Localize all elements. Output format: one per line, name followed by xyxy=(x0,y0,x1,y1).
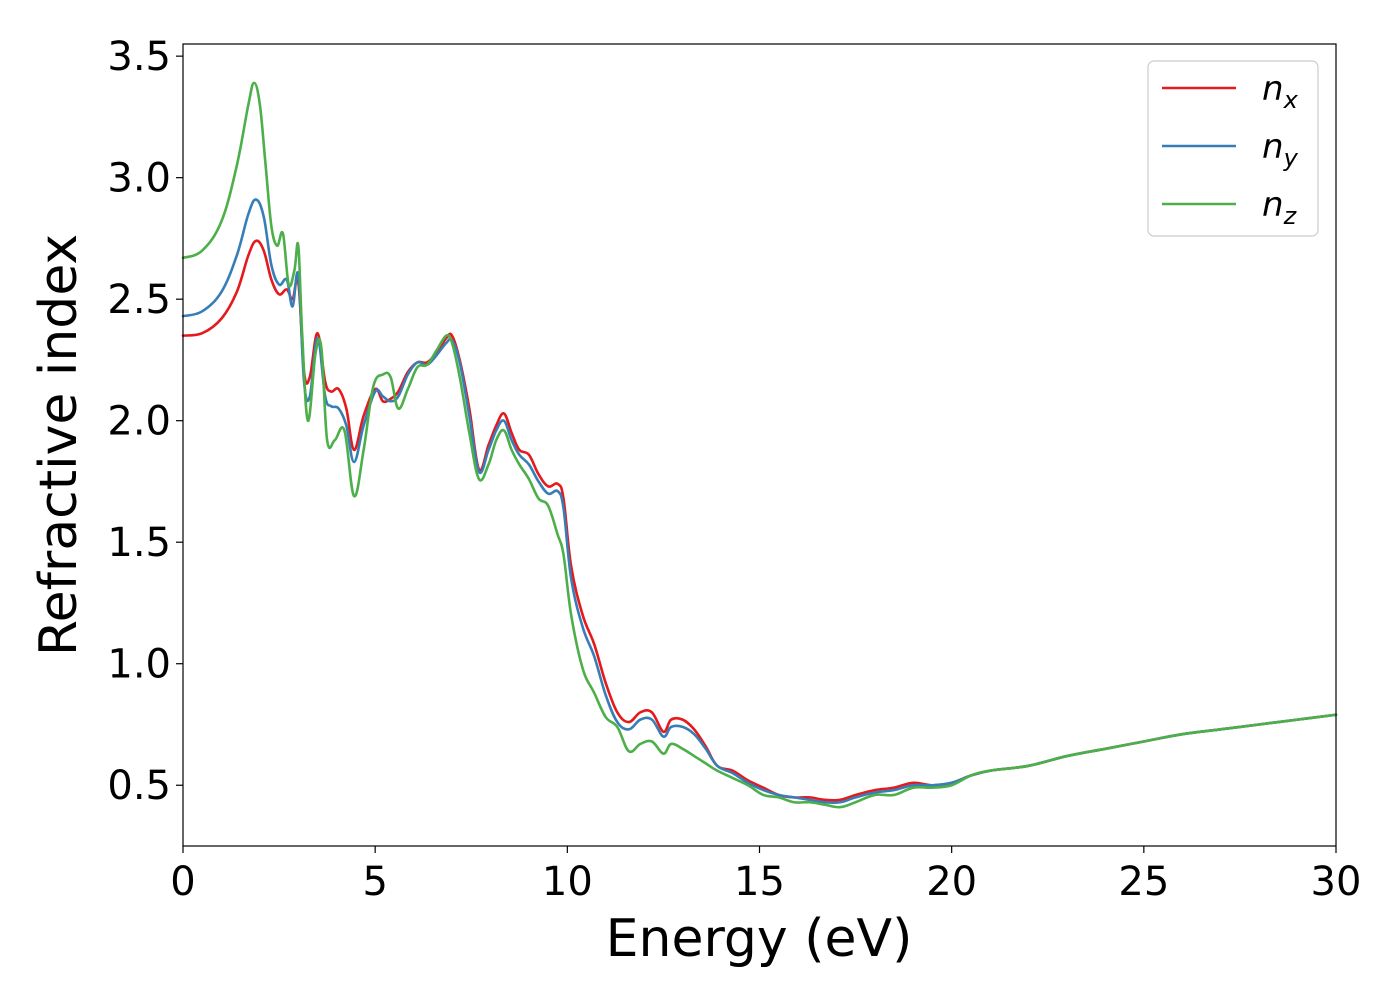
legend-box xyxy=(1147,60,1319,237)
legend-label-base: n xyxy=(1262,69,1284,109)
series-line-z xyxy=(181,81,1338,809)
x-tick-label: 10 xyxy=(542,859,593,905)
y-tick-label: 3.5 xyxy=(107,34,171,80)
legend-label-base: n xyxy=(1262,185,1284,225)
y-axis-label: Refractive index xyxy=(29,234,89,656)
x-axis-label: Energy (eV) xyxy=(606,909,913,969)
x-axis-ticks: 0 5 10 15 20 25 30 xyxy=(170,846,1361,905)
y-tick-label: 2.0 xyxy=(107,399,171,445)
x-tick-label: 25 xyxy=(1118,859,1169,905)
legend-label-y: ny xyxy=(1262,127,1299,172)
plot-lines xyxy=(181,81,1338,809)
x-tick-label: 15 xyxy=(734,859,785,905)
x-tick-label: 20 xyxy=(926,859,977,905)
legend-label-z: nz xyxy=(1262,185,1298,230)
x-tick-label: 0 xyxy=(170,859,195,905)
y-tick-label: 1.0 xyxy=(107,642,171,688)
y-axis-ticks: 0.5 1.0 1.5 2.0 2.5 3.0 3.5 xyxy=(107,34,183,809)
y-tick-label: 2.5 xyxy=(107,277,171,323)
legend-label-subscript: y xyxy=(1283,144,1299,172)
x-tick-label: 5 xyxy=(362,859,387,905)
x-tick-label: 30 xyxy=(1311,859,1362,905)
y-tick-label: 3.0 xyxy=(107,156,171,202)
legend-label-subscript: x xyxy=(1283,86,1299,114)
y-tick-label: 0.5 xyxy=(107,763,171,809)
y-tick-label: 1.5 xyxy=(107,520,171,566)
legend-label-base: n xyxy=(1262,127,1284,167)
legend-label-x: nx xyxy=(1262,69,1299,114)
legend-label-subscript: z xyxy=(1283,202,1298,230)
